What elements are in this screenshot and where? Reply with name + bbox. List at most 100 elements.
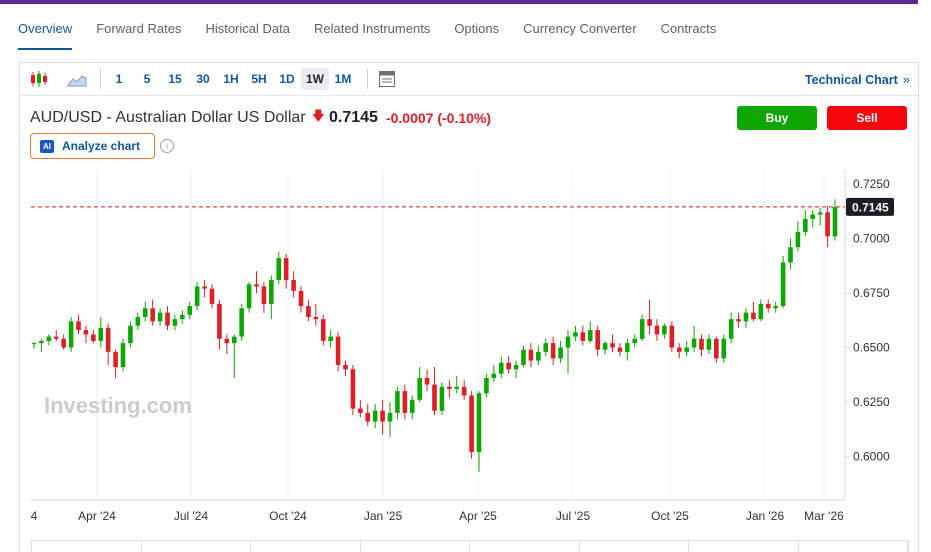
candle-up <box>395 391 400 413</box>
x-tick-label: Jan '25 <box>364 509 403 523</box>
technical-chart-link[interactable]: Technical Chart » <box>805 72 910 87</box>
candle-up <box>810 214 816 219</box>
interval-5[interactable]: 5 <box>143 72 151 86</box>
candle-up <box>484 378 489 394</box>
candle-up <box>417 378 422 400</box>
candle-up <box>788 247 793 263</box>
x-tick-label: Oct '24 <box>269 509 307 523</box>
candle-up <box>521 349 526 365</box>
candle-down <box>254 284 259 287</box>
footer-table-header <box>31 540 909 552</box>
candle-down <box>402 391 408 413</box>
candle-up <box>454 386 460 389</box>
candle-down <box>320 319 326 341</box>
interval-30[interactable]: 30 <box>196 72 210 86</box>
x-tick-label: Mar '26 <box>804 509 844 523</box>
candle-down <box>528 349 534 361</box>
interval-1m[interactable]: 1M <box>334 72 352 86</box>
interval-1h[interactable]: 1H <box>223 72 239 86</box>
interval-1[interactable]: 1 <box>115 72 123 86</box>
candle-down <box>202 286 207 289</box>
last-price-tag <box>846 197 894 216</box>
technical-chart-label: Technical Chart <box>804 73 898 87</box>
candle-down <box>335 336 341 365</box>
chart-toolbar: 1 5 15 30 1H 5H 1D 1W 1M <box>20 63 918 96</box>
tab-currency-converter[interactable]: Currency Converter <box>523 21 637 36</box>
tab-related-instruments[interactable]: Related Instruments <box>313 21 431 36</box>
candle-up <box>98 327 104 341</box>
x-tick-label: Apr '24 <box>78 509 116 523</box>
candle-down <box>61 338 66 348</box>
x-tick-label: Oct '25 <box>651 509 689 523</box>
candle-up <box>743 312 749 322</box>
x-tick-label: 4 <box>31 509 38 523</box>
tab-historical-data[interactable]: Historical Data <box>205 21 290 36</box>
candle-down <box>765 303 771 309</box>
candle-down <box>350 369 356 409</box>
candle-down <box>647 319 652 326</box>
candle-down <box>105 327 111 352</box>
candle-down <box>224 338 230 344</box>
sell-button[interactable]: Sell <box>827 106 907 130</box>
candle-up <box>135 316 141 326</box>
tab-options[interactable]: Options <box>454 21 500 36</box>
candle-up <box>758 303 764 320</box>
candle-down <box>91 334 96 341</box>
candle-down <box>469 395 474 453</box>
candle-up <box>68 321 74 348</box>
candlestick-icon[interactable] <box>28 68 50 90</box>
interval-1w[interactable]: 1W <box>301 68 329 90</box>
x-tick-label: Jul '25 <box>556 509 591 523</box>
candle-up <box>476 393 482 453</box>
table-icon[interactable] <box>376 68 398 90</box>
candle-up <box>46 336 52 341</box>
candle-down <box>714 338 719 359</box>
candle-down <box>617 347 623 352</box>
candle-down <box>506 362 511 370</box>
interval-5h[interactable]: 5H <box>251 72 267 86</box>
candle-up <box>691 338 697 348</box>
buy-button[interactable]: Buy <box>737 106 817 130</box>
instrument-name: AUD/USD - Australian Dollar US Dollar <box>30 109 306 126</box>
candle-down <box>358 408 363 413</box>
candle-up <box>409 399 415 413</box>
candle-down <box>150 308 155 322</box>
info-icon[interactable]: i <box>160 139 174 153</box>
candle-up <box>706 338 712 350</box>
price-change: -0.0007 (-0.10%) <box>385 110 492 126</box>
candle-up <box>387 412 393 422</box>
footer-cell <box>470 541 580 552</box>
area-chart-icon[interactable] <box>66 68 88 90</box>
candle-down <box>580 332 586 341</box>
candle-up <box>269 279 274 304</box>
analyze-chart-button[interactable]: AI Analyze chart <box>30 133 155 159</box>
candle-up <box>180 314 185 320</box>
candle-up <box>602 343 608 350</box>
toolbar-divider <box>367 69 368 89</box>
ai-icon: AI <box>40 139 54 153</box>
candle-up <box>194 286 200 307</box>
candle-up <box>172 319 178 326</box>
last-price-tag-label: 0.7145 <box>852 200 889 214</box>
last-price: 0.7145 <box>329 109 378 126</box>
tab-overview[interactable]: Overview <box>18 4 73 50</box>
candle-up <box>128 325 133 344</box>
instrument-nav: Overview Forward Rates Historical Data Rela… <box>0 4 918 50</box>
candle-up <box>439 386 445 411</box>
tab-contracts[interactable]: Contracts <box>660 21 717 36</box>
candle-up <box>536 351 541 361</box>
candle-down <box>306 306 311 317</box>
interval-1d[interactable]: 1D <box>279 72 295 86</box>
candle-up <box>573 332 578 337</box>
interval-15[interactable]: 15 <box>168 72 182 86</box>
candle-up <box>157 312 163 322</box>
y-tick-label: 0.7250 <box>853 177 890 191</box>
candle-down <box>291 279 296 291</box>
candle-up <box>803 218 808 232</box>
tab-forward-rates[interactable]: Forward Rates <box>96 21 182 36</box>
candle-down <box>699 338 704 350</box>
candle-up <box>120 343 126 368</box>
candle-up <box>498 362 504 374</box>
candle-down <box>447 386 452 389</box>
